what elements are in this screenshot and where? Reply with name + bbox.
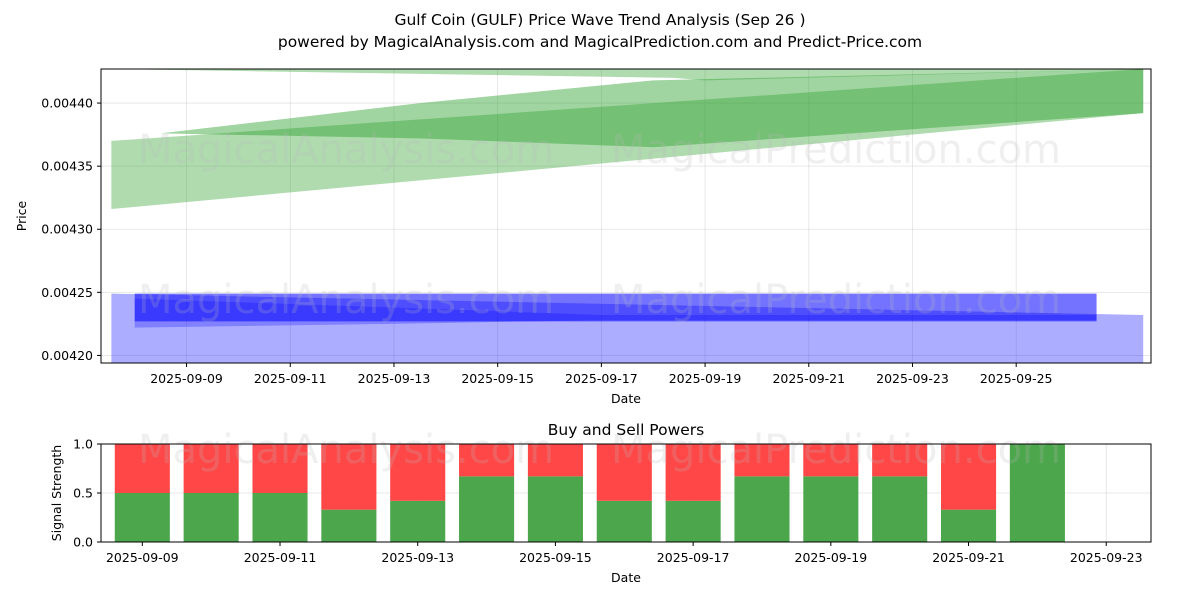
price-grid: [101, 69, 1151, 363]
buy-bar: [665, 500, 721, 542]
price-y-tick-label: 0.00420: [41, 348, 93, 363]
price-x-axis-label: Date: [611, 391, 641, 406]
buy-bar: [114, 493, 170, 542]
price-watermarks: MagicalAnalysis.com MagicalPrediction.co…: [138, 127, 1061, 323]
price-x-tick-label: 2025-09-25: [980, 371, 1053, 386]
buy-bar: [596, 500, 652, 542]
buy-bar: [252, 493, 308, 542]
buy-bar: [527, 476, 583, 542]
price-y-tick-label: 0.00430: [41, 222, 93, 237]
signal-x-tick-label: 2025-09-19: [795, 550, 868, 565]
price-x-tick-label: 2025-09-21: [772, 371, 845, 386]
price-x-tick-label: 2025-09-15: [461, 371, 534, 386]
signal-x-tick-label: 2025-09-13: [381, 550, 454, 565]
buy-bar: [734, 476, 790, 542]
price-ticks: 2025-09-09 2025-09-11 2025-09-13 2025-09-15…: [41, 96, 1052, 386]
signal-y-tick-label: 0.0: [73, 535, 93, 550]
band-green-band-main: [160, 69, 1144, 148]
price-panel: MagicalAnalysis.com MagicalPrediction.co…: [14, 68, 1152, 406]
buy-bar: [183, 493, 239, 542]
signal-title: Buy and Sell Powers: [548, 421, 705, 439]
sell-bar: [734, 444, 790, 477]
price-x-tick-label: 2025-09-13: [358, 371, 431, 386]
buy-bar: [321, 509, 377, 542]
buy-bar: [941, 509, 997, 542]
watermark-analysis-top: MagicalAnalysis.com: [138, 127, 554, 173]
sell-bar: [872, 444, 928, 477]
price-plot-frame: [100, 68, 1152, 364]
watermark-analysis-bottom: MagicalAnalysis.com: [138, 427, 554, 473]
signal-x-tick-label: 2025-09-23: [1070, 550, 1143, 565]
band-blue-band-extra: [134, 298, 1097, 328]
sell-bar: [665, 444, 721, 501]
price-y-tick-label: 0.00425: [41, 285, 93, 300]
watermark-analysis-mid: MagicalAnalysis.com: [138, 277, 554, 323]
watermark-prediction-bottom: MagicalPrediction.com: [611, 427, 1061, 473]
signal-x-tick-label: 2025-09-21: [932, 550, 1005, 565]
band-green-band-light-2: [111, 69, 1144, 210]
band-blue-band-main: [134, 293, 1097, 322]
buy-bar: [803, 476, 859, 542]
buy-bar: [1009, 444, 1065, 542]
signal-panel: Buy and Sell Powers MagicalAnalysis.com …: [49, 421, 1152, 585]
sell-bar: [183, 444, 239, 493]
watermark-prediction-mid: MagicalPrediction.com: [611, 277, 1061, 323]
signal-x-tick-label: 2025-09-11: [244, 550, 317, 565]
sell-bar: [321, 444, 377, 510]
signal-x-axis-label: Date: [611, 570, 641, 585]
signal-y-axis-label: Signal Strength: [49, 445, 64, 541]
signal-ticks: 2025-09-09 2025-09-11 2025-09-13 2025-09-15…: [73, 437, 1142, 566]
price-x-tick-label: 2025-09-19: [669, 371, 742, 386]
signal-x-tick-label: 2025-09-15: [519, 550, 592, 565]
sell-bar: [803, 444, 859, 477]
sell-bar: [596, 444, 652, 501]
price-series: [111, 69, 1144, 363]
buy-bar: [872, 476, 928, 542]
sell-bar: [941, 444, 997, 510]
price-y-tick-label: 0.00440: [41, 96, 93, 111]
price-y-axis-label: Price: [14, 200, 29, 231]
signal-y-tick-label: 1.0: [73, 437, 93, 452]
sell-bar: [252, 444, 308, 493]
sell-bar: [390, 444, 446, 501]
price-x-tick-label: 2025-09-09: [150, 371, 223, 386]
signal-y-tick-label: 0.5: [73, 486, 93, 501]
buy-bar: [459, 476, 515, 542]
signal-x-tick-label: 2025-09-09: [106, 550, 179, 565]
sell-bar: [459, 444, 515, 477]
price-x-tick-label: 2025-09-23: [876, 371, 949, 386]
sell-bar: [527, 444, 583, 477]
chart-title: Gulf Coin (GULF) Price Wave Trend Analys…: [394, 11, 805, 29]
price-x-tick-label: 2025-09-17: [565, 371, 638, 386]
price-y-tick-label: 0.00435: [41, 159, 93, 174]
chart-subtitle: powered by MagicalAnalysis.com and Magic…: [278, 33, 922, 51]
price-x-tick-label: 2025-09-11: [254, 371, 327, 386]
signal-watermarks: MagicalAnalysis.com MagicalPrediction.co…: [138, 427, 1061, 473]
watermark-prediction-top: MagicalPrediction.com: [611, 127, 1061, 173]
buy-bar: [390, 500, 446, 542]
signal-x-tick-label: 2025-09-17: [657, 550, 730, 565]
signal-bars: [114, 444, 1065, 542]
sell-bar: [114, 444, 170, 493]
